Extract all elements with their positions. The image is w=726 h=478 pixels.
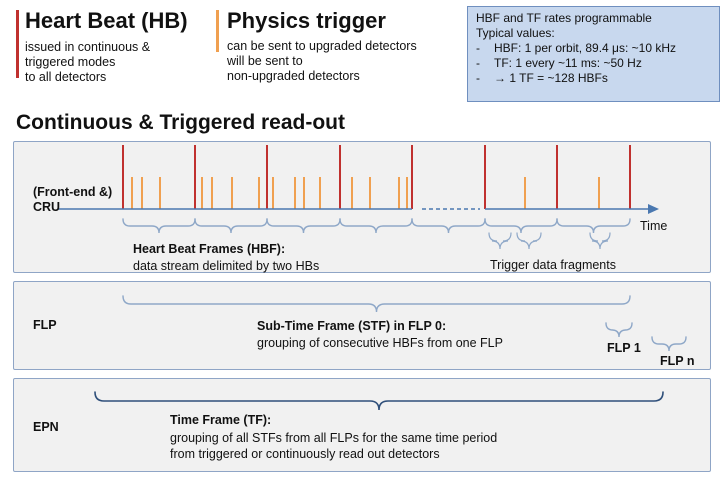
- trigger-fragment-brace: [488, 232, 512, 250]
- cru-panel: [13, 141, 711, 273]
- epn-graphics: [94, 391, 664, 411]
- trigger-fragments-label: Trigger data fragments: [490, 258, 616, 272]
- stf-brace-flp1: [605, 322, 633, 338]
- heartbeat-desc-line: to all detectors: [25, 70, 107, 84]
- heartbeat-desc-line: issued in continuous &: [25, 40, 151, 54]
- trigger-legend-desc: can be sent to upgraded detectors will b…: [227, 39, 417, 84]
- hbf-brace: [194, 218, 268, 234]
- hbf-label: Heart Beat Frames (HBF):: [133, 242, 286, 256]
- tf-description-line: grouping of all STFs from all FLPs for t…: [170, 431, 498, 445]
- tf-brace: [94, 391, 664, 411]
- hbf-brace: [556, 218, 631, 234]
- rates-info-box: HBF and TF rates programmable Typical va…: [467, 6, 720, 102]
- trigger-desc-line: will be sent to: [227, 54, 303, 68]
- cru-label-line: (Front-end &): [33, 185, 113, 199]
- rates-item-text: → 1 TF = ~128 HBFs: [494, 71, 608, 85]
- rates-item-text: TF: 1 every ~11 ms: ~50 Hz: [494, 56, 642, 70]
- tf-description-line: from triggered or continuously read out …: [170, 447, 440, 461]
- heartbeat-legend-bar: [16, 10, 19, 78]
- rates-bullet: -: [476, 41, 480, 55]
- tf-label: Time Frame (TF):: [170, 413, 272, 427]
- heartbeat-legend-title: Heart Beat (HB): [25, 8, 188, 33]
- cru-label: (Front-end &) CRU: [33, 185, 112, 215]
- epn-label: EPN: [33, 420, 59, 434]
- hbf-brace: [122, 218, 196, 234]
- stf-brace-flp0: [122, 295, 631, 313]
- section-title: Continuous & Triggered read-out: [16, 111, 345, 134]
- epn-panel: [13, 378, 711, 472]
- trigger-fragment-brace: [589, 232, 611, 250]
- stf-description: grouping of consecutive HBFs from one FL…: [257, 336, 503, 350]
- heartbeat-desc-line: triggered modes: [25, 55, 116, 69]
- flpn-label: FLP n: [660, 354, 695, 368]
- stf-label: Sub-Time Frame (STF) in FLP 0:: [257, 319, 447, 333]
- rates-subheading: Typical values:: [476, 26, 555, 40]
- trigger-legend-bar: [216, 10, 219, 52]
- trigger-legend-title: Physics trigger: [227, 8, 386, 33]
- rates-heading: HBF and TF rates programmable: [476, 11, 652, 25]
- time-axis-label: Time: [640, 219, 668, 233]
- hbf-brace: [484, 218, 558, 234]
- rates-bullet: -: [476, 56, 480, 70]
- rates-item: - HBF: 1 per orbit, 89.4 μs: ~10 kHz: [476, 41, 711, 56]
- trigger-fragment-brace: [516, 232, 542, 250]
- rates-item: - → 1 TF = ~128 HBFs: [476, 71, 711, 86]
- cru-graphics: [58, 145, 659, 250]
- hbf-brace: [411, 218, 486, 234]
- flp-panel: [13, 281, 711, 370]
- trigger-desc-line: non-upgraded detectors: [227, 69, 360, 83]
- rates-bullet: -: [476, 71, 480, 85]
- hbf-brace: [266, 218, 341, 234]
- rates-item-text: HBF: 1 per orbit, 89.4 μs: ~10 kHz: [494, 41, 676, 55]
- hbf-description: data stream delimited by two HBs: [133, 259, 320, 273]
- time-axis-arrow: [648, 204, 659, 214]
- hbf-brace: [339, 218, 413, 234]
- flp-label: FLP: [33, 318, 57, 332]
- cru-label-line: CRU: [33, 200, 61, 214]
- flp-graphics: [122, 295, 687, 352]
- rates-item: - TF: 1 every ~11 ms: ~50 Hz: [476, 56, 711, 71]
- trigger-desc-line: can be sent to upgraded detectors: [227, 39, 417, 53]
- stf-brace-flpn: [651, 336, 687, 352]
- heartbeat-legend-desc: issued in continuous & triggered modes t…: [25, 40, 150, 85]
- flp1-label: FLP 1: [607, 341, 641, 355]
